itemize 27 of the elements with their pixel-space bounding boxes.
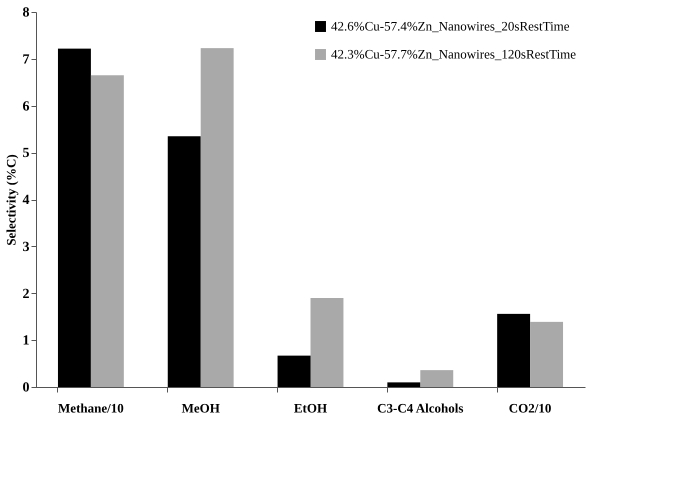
x-tick-label: MeOH xyxy=(182,400,220,416)
bar xyxy=(310,298,344,387)
x-tick-label: C3-C4 Alcohols xyxy=(377,400,464,416)
y-tick-label: 8 xyxy=(22,6,30,20)
bar xyxy=(278,356,310,387)
y-tick-label: 3 xyxy=(22,240,30,255)
bar xyxy=(497,314,530,387)
y-tick-label: 6 xyxy=(22,99,30,114)
x-tick-label: EtOH xyxy=(294,400,328,416)
bar xyxy=(90,75,124,387)
bar xyxy=(387,382,420,387)
bar xyxy=(420,370,454,387)
y-axis-title: Selectivity (%C) xyxy=(4,154,18,246)
legend-label: 42.3%Cu-57.7%Zn_Nanowires_120sRestTime xyxy=(331,46,576,62)
y-tick-label: 0 xyxy=(22,380,30,396)
y-tick-label: 2 xyxy=(22,286,30,302)
legend-label: 42.6%Cu-57.4%Zn_Nanowires_20sRestTime xyxy=(331,18,570,34)
bar xyxy=(58,48,91,387)
y-tick-label: 1 xyxy=(22,334,30,349)
bar xyxy=(200,48,234,387)
y-tick-label: 5 xyxy=(22,146,30,162)
x-tick-label: Methane/10 xyxy=(58,400,124,416)
bar xyxy=(168,136,201,387)
y-tick-label: 4 xyxy=(22,193,30,208)
y-tick-label: 7 xyxy=(22,52,30,68)
bar xyxy=(530,322,564,387)
x-tick-label: CO2/10 xyxy=(508,400,552,416)
